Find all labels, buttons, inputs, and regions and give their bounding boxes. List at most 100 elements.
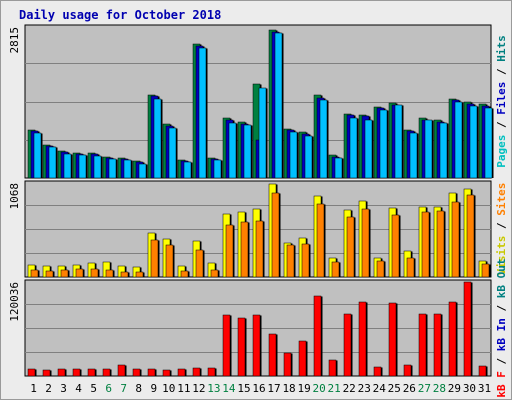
legend-part: / xyxy=(495,115,508,135)
bar-sites xyxy=(45,270,54,278)
bar-pages xyxy=(183,161,192,179)
x-tick-label: 24 xyxy=(373,382,387,395)
bar-sites xyxy=(301,243,310,278)
bar-sites xyxy=(451,201,460,278)
series-legend-label: kB F / kB In / kB Out xyxy=(495,258,508,397)
legend-part: / xyxy=(495,216,508,236)
x-tick-label: 30 xyxy=(463,382,476,395)
bar-kb-f xyxy=(283,352,292,377)
x-tick-label: 10 xyxy=(162,382,175,395)
bar-kb-f xyxy=(313,295,322,377)
x-tick-label: 17 xyxy=(267,382,280,395)
bar-pages xyxy=(33,132,42,179)
bar-pages xyxy=(198,47,207,179)
bar-pages xyxy=(289,131,298,179)
bar-sites xyxy=(391,214,400,278)
bar-kb-f xyxy=(433,313,442,377)
x-tick-label: 29 xyxy=(448,382,461,395)
bar-kb-f xyxy=(132,368,141,377)
bar-kb-f xyxy=(42,369,51,377)
bar-kb-f xyxy=(222,314,231,377)
x-tick-label: 22 xyxy=(343,382,356,395)
bar-sites xyxy=(286,244,295,278)
bar-sites xyxy=(210,269,219,278)
x-tick-label: 9 xyxy=(150,382,157,395)
bar-kb-f xyxy=(478,365,487,377)
x-tick-label: 31 xyxy=(478,382,491,395)
legend-part: Visits xyxy=(495,236,508,276)
legend-part: / xyxy=(495,351,508,371)
x-tick-label: 16 xyxy=(252,382,265,395)
bar-kb-f xyxy=(448,301,457,377)
bar-sites xyxy=(150,239,159,278)
bar-kb-f xyxy=(418,313,427,377)
bar-kb-f xyxy=(358,301,367,377)
bar-pages xyxy=(424,119,433,179)
bar-sites xyxy=(421,211,430,278)
panel-top: 2815 Pages / Files / Hits xyxy=(8,24,508,179)
bar-kb-f xyxy=(343,313,352,377)
bar-kb-f xyxy=(207,367,216,377)
bar-pages xyxy=(108,158,117,179)
bar-sites xyxy=(466,194,475,278)
series-legend-label: Visits / Sites xyxy=(495,183,508,276)
x-tick-label: 19 xyxy=(297,382,310,395)
bar-pages xyxy=(454,101,463,179)
bar-pages xyxy=(394,104,403,179)
x-tick-label: 2 xyxy=(45,382,52,395)
bar-sites xyxy=(165,244,174,278)
bar-kb-f xyxy=(373,366,382,377)
bar-pages xyxy=(213,159,222,179)
x-tick-label: 7 xyxy=(120,382,127,395)
bar-kb-f xyxy=(162,369,171,377)
bar-sites xyxy=(60,269,69,278)
series-legend-label: Pages / Files / Hits xyxy=(495,35,508,168)
bar-kb-f xyxy=(87,368,96,377)
chart-title: Daily usage for October 2018 xyxy=(19,8,221,22)
bar-sites xyxy=(481,263,490,278)
bar-kb-f xyxy=(388,302,397,377)
x-tick-label: 1 xyxy=(30,382,37,395)
panel-bottom: 120036 kB F / kB In / kB Out xyxy=(8,258,508,397)
bar-pages xyxy=(409,132,418,179)
x-tick-label: 15 xyxy=(237,382,250,395)
x-tick-label: 11 xyxy=(177,382,190,395)
bar-pages xyxy=(48,146,57,179)
bar-sites xyxy=(90,268,99,278)
legend-part: Sites xyxy=(495,183,508,216)
y-max-label: 120036 xyxy=(8,282,21,322)
bar-sites xyxy=(331,261,340,278)
legend-part: kB Out xyxy=(495,258,508,298)
bar-kb-f xyxy=(237,317,246,377)
bar-sites xyxy=(316,203,325,278)
bar-sites xyxy=(271,192,280,278)
bar-pages xyxy=(138,163,147,179)
bar-pages xyxy=(153,98,162,179)
x-tick-label: 6 xyxy=(105,382,112,395)
bar-pages xyxy=(439,122,448,179)
bar-sites xyxy=(135,271,144,278)
legend-part: kB F xyxy=(495,371,508,398)
legend-part: Pages xyxy=(495,135,508,168)
panel-middle: 1068 Visits / Sites xyxy=(8,180,508,278)
x-tick-label: 5 xyxy=(90,382,97,395)
x-tick-label: 4 xyxy=(75,382,82,395)
x-tick-label: 20 xyxy=(313,382,326,395)
x-tick-label: 28 xyxy=(433,382,446,395)
bar-kb-f xyxy=(328,359,337,377)
bar-pages xyxy=(274,32,283,179)
y-max-label: 1068 xyxy=(8,183,21,210)
bar-sites xyxy=(255,220,264,278)
bar-pages xyxy=(63,153,72,179)
x-axis-labels: 1 2 3 4 5 6 7 8 9 10 11 12 13 14 15 16 17 18 19 20 21 22 23 24 2… xyxy=(30,382,491,395)
bar-sites xyxy=(195,249,204,278)
bar-pages xyxy=(319,99,328,179)
bar-pages xyxy=(228,122,237,179)
bar-kb-f xyxy=(102,368,111,377)
bar-pages xyxy=(484,107,493,179)
bar-kb-f xyxy=(72,368,81,377)
bar-kb-f xyxy=(298,340,307,377)
x-tick-label: 13 xyxy=(207,382,220,395)
